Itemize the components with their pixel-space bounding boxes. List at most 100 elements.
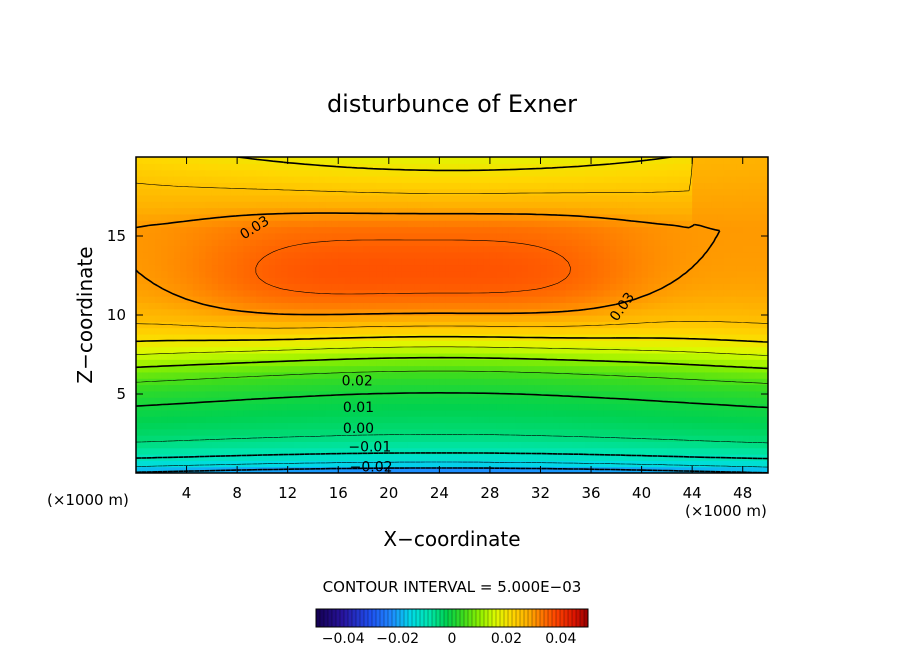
field-cell bbox=[173, 422, 181, 430]
field-cell bbox=[344, 378, 352, 386]
field-cell bbox=[603, 315, 611, 322]
field-cell bbox=[597, 264, 605, 272]
field-cell bbox=[401, 321, 409, 329]
field-cell bbox=[312, 441, 320, 449]
field-cell bbox=[376, 409, 384, 417]
field-cell bbox=[660, 416, 668, 424]
field-cell bbox=[540, 428, 548, 436]
field-cell bbox=[350, 435, 358, 442]
field-cell bbox=[205, 409, 213, 417]
field-cell bbox=[249, 251, 257, 259]
field-cell bbox=[382, 232, 390, 240]
field-cell bbox=[148, 175, 156, 183]
field-cell bbox=[420, 188, 428, 196]
field-cell bbox=[534, 416, 542, 424]
field-cell bbox=[426, 226, 434, 234]
field-cell bbox=[426, 327, 434, 335]
field-cell bbox=[268, 308, 276, 316]
field-cell bbox=[376, 220, 384, 228]
field-cell bbox=[698, 239, 706, 247]
field-cell bbox=[319, 397, 327, 405]
field-cell bbox=[256, 251, 263, 259]
field-cell bbox=[211, 251, 219, 259]
field-cell bbox=[211, 277, 219, 284]
field-cell bbox=[281, 359, 289, 367]
field-cell bbox=[338, 435, 346, 442]
field-cell bbox=[641, 460, 649, 468]
field-cell bbox=[711, 390, 719, 398]
field-cell bbox=[635, 308, 643, 316]
field-cell bbox=[527, 296, 535, 303]
field-cell bbox=[395, 213, 403, 221]
field-cell bbox=[243, 321, 251, 329]
field-cell bbox=[730, 403, 737, 411]
field-cell bbox=[622, 239, 630, 247]
field-cell bbox=[717, 232, 725, 240]
field-cell bbox=[230, 352, 238, 360]
field-cell bbox=[350, 201, 358, 209]
field-cell bbox=[496, 239, 504, 247]
field-cell bbox=[521, 428, 529, 436]
field-cell bbox=[192, 327, 200, 335]
field-cell bbox=[382, 226, 390, 234]
field-cell bbox=[230, 258, 238, 266]
field-cell bbox=[489, 289, 497, 297]
field-cell bbox=[489, 182, 497, 190]
field-cell bbox=[742, 327, 750, 335]
field-cell bbox=[262, 277, 270, 284]
field-cell bbox=[180, 239, 188, 247]
field-cell bbox=[433, 232, 440, 240]
field-cell bbox=[477, 378, 485, 386]
field-cell bbox=[420, 232, 428, 240]
field-cell bbox=[192, 384, 200, 392]
field-cell bbox=[306, 390, 314, 398]
field-cell bbox=[401, 409, 409, 417]
field-cell bbox=[268, 333, 276, 341]
field-cell bbox=[660, 207, 668, 215]
field-cell bbox=[357, 175, 365, 183]
field-cell bbox=[749, 428, 756, 436]
field-cell bbox=[344, 416, 352, 424]
field-cell bbox=[142, 428, 150, 436]
field-cell bbox=[742, 163, 750, 171]
field-cell bbox=[237, 239, 245, 247]
field-cell bbox=[572, 283, 579, 291]
field-cell bbox=[489, 447, 497, 455]
field-cell bbox=[369, 378, 377, 386]
field-cell bbox=[136, 308, 143, 316]
field-cell bbox=[376, 239, 384, 247]
field-cell bbox=[401, 283, 409, 291]
field-cell bbox=[572, 390, 579, 398]
field-cell bbox=[546, 454, 554, 461]
field-cell bbox=[755, 169, 763, 177]
field-cell bbox=[679, 296, 687, 303]
field-cell bbox=[685, 447, 693, 455]
field-cell bbox=[622, 321, 630, 329]
field-cell bbox=[704, 365, 712, 373]
field-cell bbox=[591, 460, 598, 468]
field-cell bbox=[565, 302, 573, 310]
field-cell bbox=[306, 283, 314, 291]
field-cell bbox=[679, 447, 687, 455]
field-cell bbox=[363, 175, 371, 183]
field-cell bbox=[161, 175, 169, 183]
field-cell bbox=[161, 365, 169, 373]
field-cell bbox=[319, 321, 327, 329]
field-cell bbox=[281, 315, 289, 322]
field-cell bbox=[692, 390, 700, 398]
field-cell bbox=[717, 188, 725, 196]
field-cell bbox=[148, 194, 156, 202]
field-cell bbox=[312, 182, 320, 190]
field-cell bbox=[458, 384, 466, 392]
field-cell bbox=[736, 175, 744, 183]
field-cell bbox=[635, 365, 643, 373]
field-cell bbox=[230, 296, 238, 303]
field-cell bbox=[395, 346, 403, 354]
field-cell bbox=[641, 194, 649, 202]
field-cell bbox=[534, 201, 542, 209]
field-cell bbox=[249, 422, 257, 430]
field-cell bbox=[344, 169, 352, 177]
field-cell bbox=[464, 163, 472, 171]
field-cell bbox=[647, 213, 655, 221]
field-cell bbox=[414, 327, 421, 335]
